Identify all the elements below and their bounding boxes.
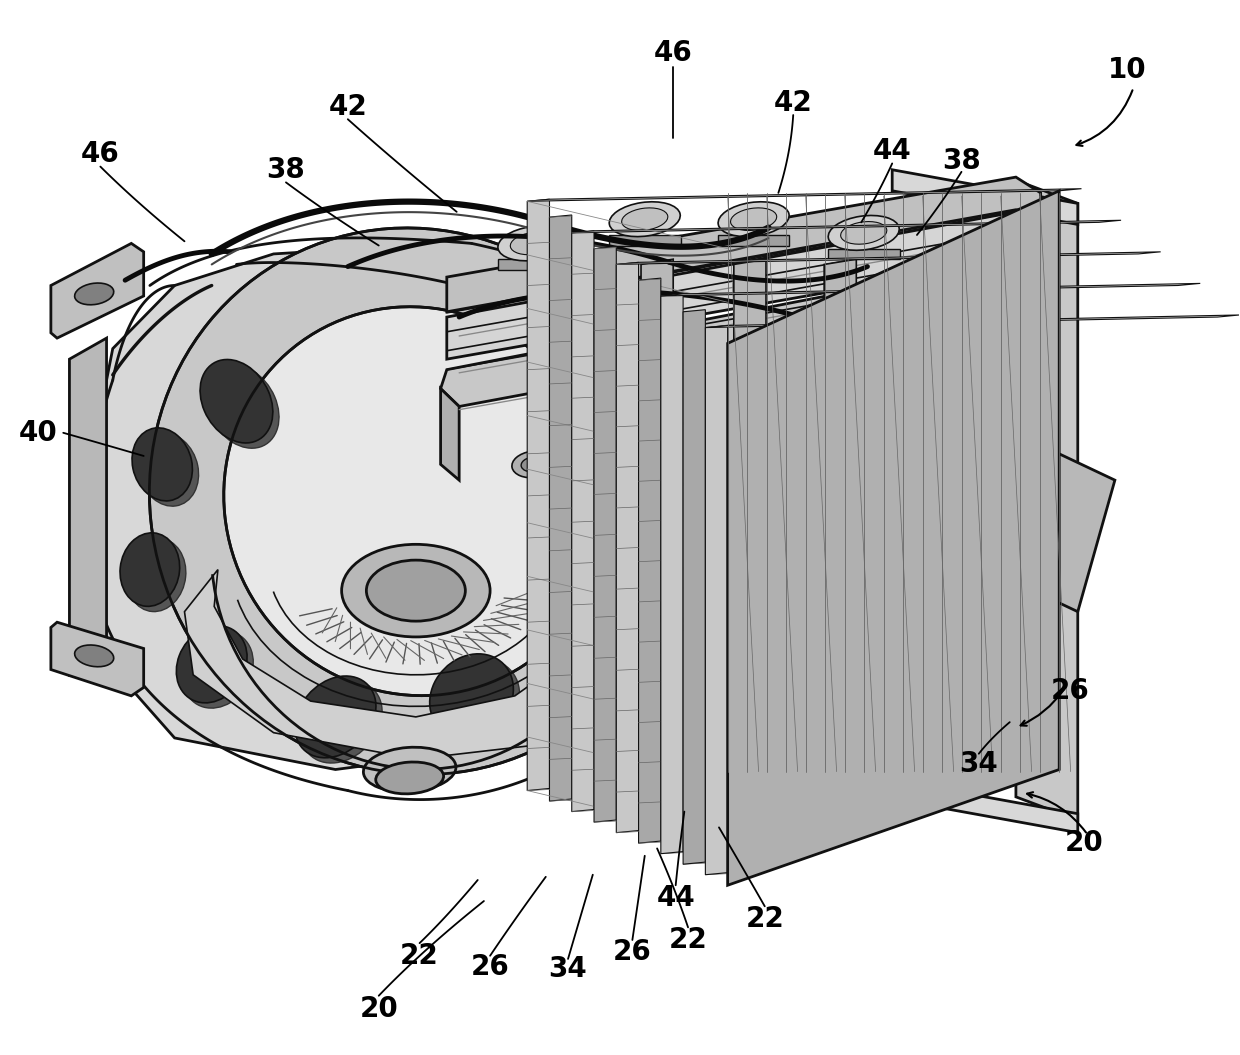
Polygon shape <box>572 220 1121 233</box>
Ellipse shape <box>436 659 520 743</box>
Text: 20: 20 <box>360 996 398 1023</box>
Ellipse shape <box>342 544 490 637</box>
Ellipse shape <box>74 283 114 305</box>
Text: 20: 20 <box>1065 829 1104 857</box>
Polygon shape <box>683 310 706 864</box>
Polygon shape <box>548 260 580 459</box>
Ellipse shape <box>841 222 887 244</box>
Polygon shape <box>718 235 790 246</box>
Ellipse shape <box>74 645 114 667</box>
Text: 26: 26 <box>471 954 510 981</box>
Ellipse shape <box>521 457 546 472</box>
Ellipse shape <box>301 682 382 763</box>
Polygon shape <box>527 189 1081 202</box>
Ellipse shape <box>430 654 513 737</box>
Polygon shape <box>440 260 1040 406</box>
Polygon shape <box>527 199 549 790</box>
Polygon shape <box>1022 454 1115 612</box>
Polygon shape <box>728 191 1059 885</box>
Text: 10: 10 <box>1109 56 1147 83</box>
Polygon shape <box>572 231 594 811</box>
Ellipse shape <box>512 452 554 478</box>
Polygon shape <box>706 326 728 875</box>
Text: 38: 38 <box>267 156 305 184</box>
Polygon shape <box>616 252 1161 265</box>
Ellipse shape <box>614 422 725 485</box>
Polygon shape <box>497 260 569 270</box>
Text: 42: 42 <box>774 90 812 117</box>
Polygon shape <box>446 177 1040 312</box>
Polygon shape <box>661 294 683 853</box>
Text: 26: 26 <box>1052 676 1090 705</box>
Polygon shape <box>641 260 673 459</box>
Ellipse shape <box>149 228 682 774</box>
Ellipse shape <box>200 360 273 443</box>
Polygon shape <box>828 249 899 260</box>
Text: 46: 46 <box>653 39 693 66</box>
Ellipse shape <box>609 202 681 236</box>
Ellipse shape <box>120 533 180 607</box>
Ellipse shape <box>498 226 569 261</box>
Polygon shape <box>51 244 144 338</box>
Text: 38: 38 <box>942 148 981 175</box>
Text: 26: 26 <box>613 938 652 965</box>
Ellipse shape <box>718 202 789 236</box>
Polygon shape <box>69 338 107 675</box>
Text: 22: 22 <box>668 926 708 954</box>
Polygon shape <box>51 622 144 696</box>
Polygon shape <box>661 284 1200 296</box>
Text: 22: 22 <box>401 942 439 970</box>
Text: 44: 44 <box>873 137 911 165</box>
Ellipse shape <box>621 208 668 230</box>
Polygon shape <box>609 235 681 246</box>
Polygon shape <box>893 780 1078 832</box>
Text: 22: 22 <box>745 905 784 933</box>
Polygon shape <box>734 260 766 459</box>
Ellipse shape <box>126 538 186 612</box>
Polygon shape <box>1016 180 1078 820</box>
Polygon shape <box>706 315 1240 328</box>
Ellipse shape <box>363 747 456 792</box>
Ellipse shape <box>206 365 279 448</box>
Text: 44: 44 <box>656 884 696 912</box>
Polygon shape <box>893 170 1078 225</box>
Ellipse shape <box>223 307 608 695</box>
Ellipse shape <box>138 434 198 506</box>
Polygon shape <box>744 707 843 785</box>
Polygon shape <box>549 215 572 801</box>
Ellipse shape <box>828 215 899 250</box>
Ellipse shape <box>730 208 776 230</box>
Polygon shape <box>825 260 857 459</box>
Text: 46: 46 <box>81 140 120 168</box>
Polygon shape <box>639 279 661 843</box>
Ellipse shape <box>366 560 465 621</box>
Text: 40: 40 <box>19 419 58 447</box>
Text: 34: 34 <box>548 956 588 983</box>
Ellipse shape <box>295 676 376 757</box>
Polygon shape <box>185 570 645 759</box>
Polygon shape <box>594 247 616 822</box>
Text: 42: 42 <box>329 93 367 120</box>
Polygon shape <box>440 388 459 480</box>
Ellipse shape <box>376 762 444 793</box>
Polygon shape <box>88 244 744 769</box>
Ellipse shape <box>176 626 247 703</box>
Polygon shape <box>616 263 639 832</box>
Polygon shape <box>446 212 1040 359</box>
Text: 34: 34 <box>960 750 998 779</box>
Ellipse shape <box>511 232 557 254</box>
Ellipse shape <box>131 428 192 501</box>
Ellipse shape <box>182 631 253 708</box>
